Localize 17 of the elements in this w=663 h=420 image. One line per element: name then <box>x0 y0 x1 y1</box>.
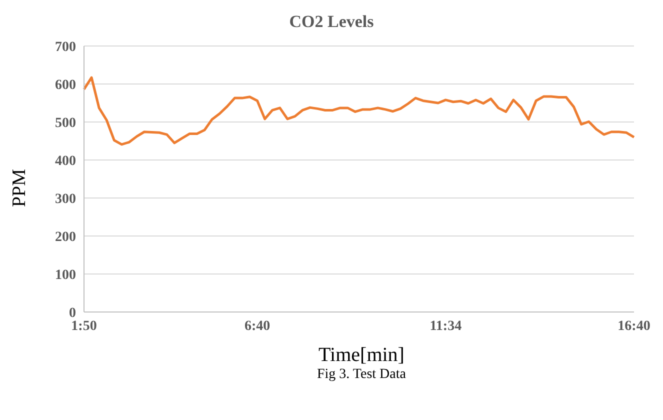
y-tick-label: 0 <box>69 306 76 321</box>
y-tick-label: 700 <box>55 40 76 55</box>
chart-title: CO2 Levels <box>288 11 375 33</box>
y-tick-label: 500 <box>55 116 76 131</box>
line-series <box>82 76 636 146</box>
x-axis-title: Time[min] <box>318 344 406 367</box>
y-tick-label: 600 <box>55 78 76 93</box>
caption: Fig 3. Test Data <box>316 367 407 383</box>
x-tick-label: 1:50 <box>71 318 97 334</box>
y-axis-title: PPM <box>9 168 31 208</box>
y-tick-label: 200 <box>55 230 76 245</box>
y-tick-label: 300 <box>55 192 76 207</box>
x-tick-label: 6:40 <box>244 318 270 334</box>
y-tick-label: 400 <box>55 154 76 169</box>
x-tick-label: 16:40 <box>618 318 650 334</box>
y-tick-label: 100 <box>55 268 76 283</box>
x-tick-label: 11:34 <box>430 318 462 334</box>
